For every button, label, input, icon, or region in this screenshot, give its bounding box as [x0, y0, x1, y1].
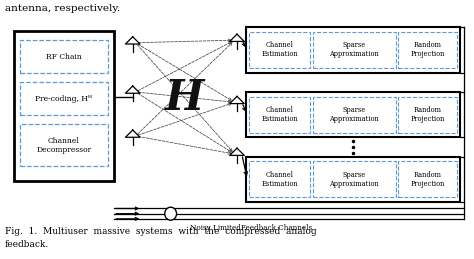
Text: Noisy LimitedFeedback Channels: Noisy LimitedFeedback Channels: [190, 224, 312, 232]
FancyBboxPatch shape: [20, 82, 108, 115]
Text: Fig.  1.  Multiuser  massive  systems  with  the  compressed  analog
feedback.: Fig. 1. Multiuser massive systems with t…: [5, 227, 316, 249]
FancyBboxPatch shape: [20, 124, 108, 166]
Text: Sparse
Approximation: Sparse Approximation: [329, 106, 379, 123]
Text: Channel
Estimation: Channel Estimation: [261, 106, 298, 123]
FancyBboxPatch shape: [246, 27, 460, 73]
FancyBboxPatch shape: [313, 32, 396, 68]
FancyBboxPatch shape: [249, 97, 310, 133]
FancyBboxPatch shape: [246, 157, 460, 202]
FancyBboxPatch shape: [313, 97, 396, 133]
FancyBboxPatch shape: [398, 32, 457, 68]
Text: Channel
Estimation: Channel Estimation: [261, 41, 298, 59]
FancyBboxPatch shape: [246, 92, 460, 137]
Text: Random
Projection: Random Projection: [410, 41, 445, 59]
FancyBboxPatch shape: [398, 161, 457, 197]
Text: Channel
Decompressor: Channel Decompressor: [36, 137, 91, 154]
Text: H: H: [165, 77, 205, 119]
Text: Random
Projection: Random Projection: [410, 171, 445, 188]
Text: Channel
Estimation: Channel Estimation: [261, 171, 298, 188]
Ellipse shape: [164, 207, 176, 220]
Text: antenna, respectively.: antenna, respectively.: [5, 4, 120, 13]
Text: Random
Projection: Random Projection: [410, 106, 445, 123]
FancyBboxPatch shape: [20, 40, 108, 73]
Text: Sparse
Approximation: Sparse Approximation: [329, 41, 379, 59]
FancyBboxPatch shape: [398, 97, 457, 133]
FancyBboxPatch shape: [313, 161, 396, 197]
FancyBboxPatch shape: [14, 31, 114, 181]
FancyBboxPatch shape: [249, 161, 310, 197]
Text: RF Chain: RF Chain: [46, 53, 82, 61]
Text: Sparse
Approximation: Sparse Approximation: [329, 171, 379, 188]
FancyBboxPatch shape: [249, 32, 310, 68]
Text: Pre-coding, Hᴴ: Pre-coding, Hᴴ: [36, 95, 92, 103]
